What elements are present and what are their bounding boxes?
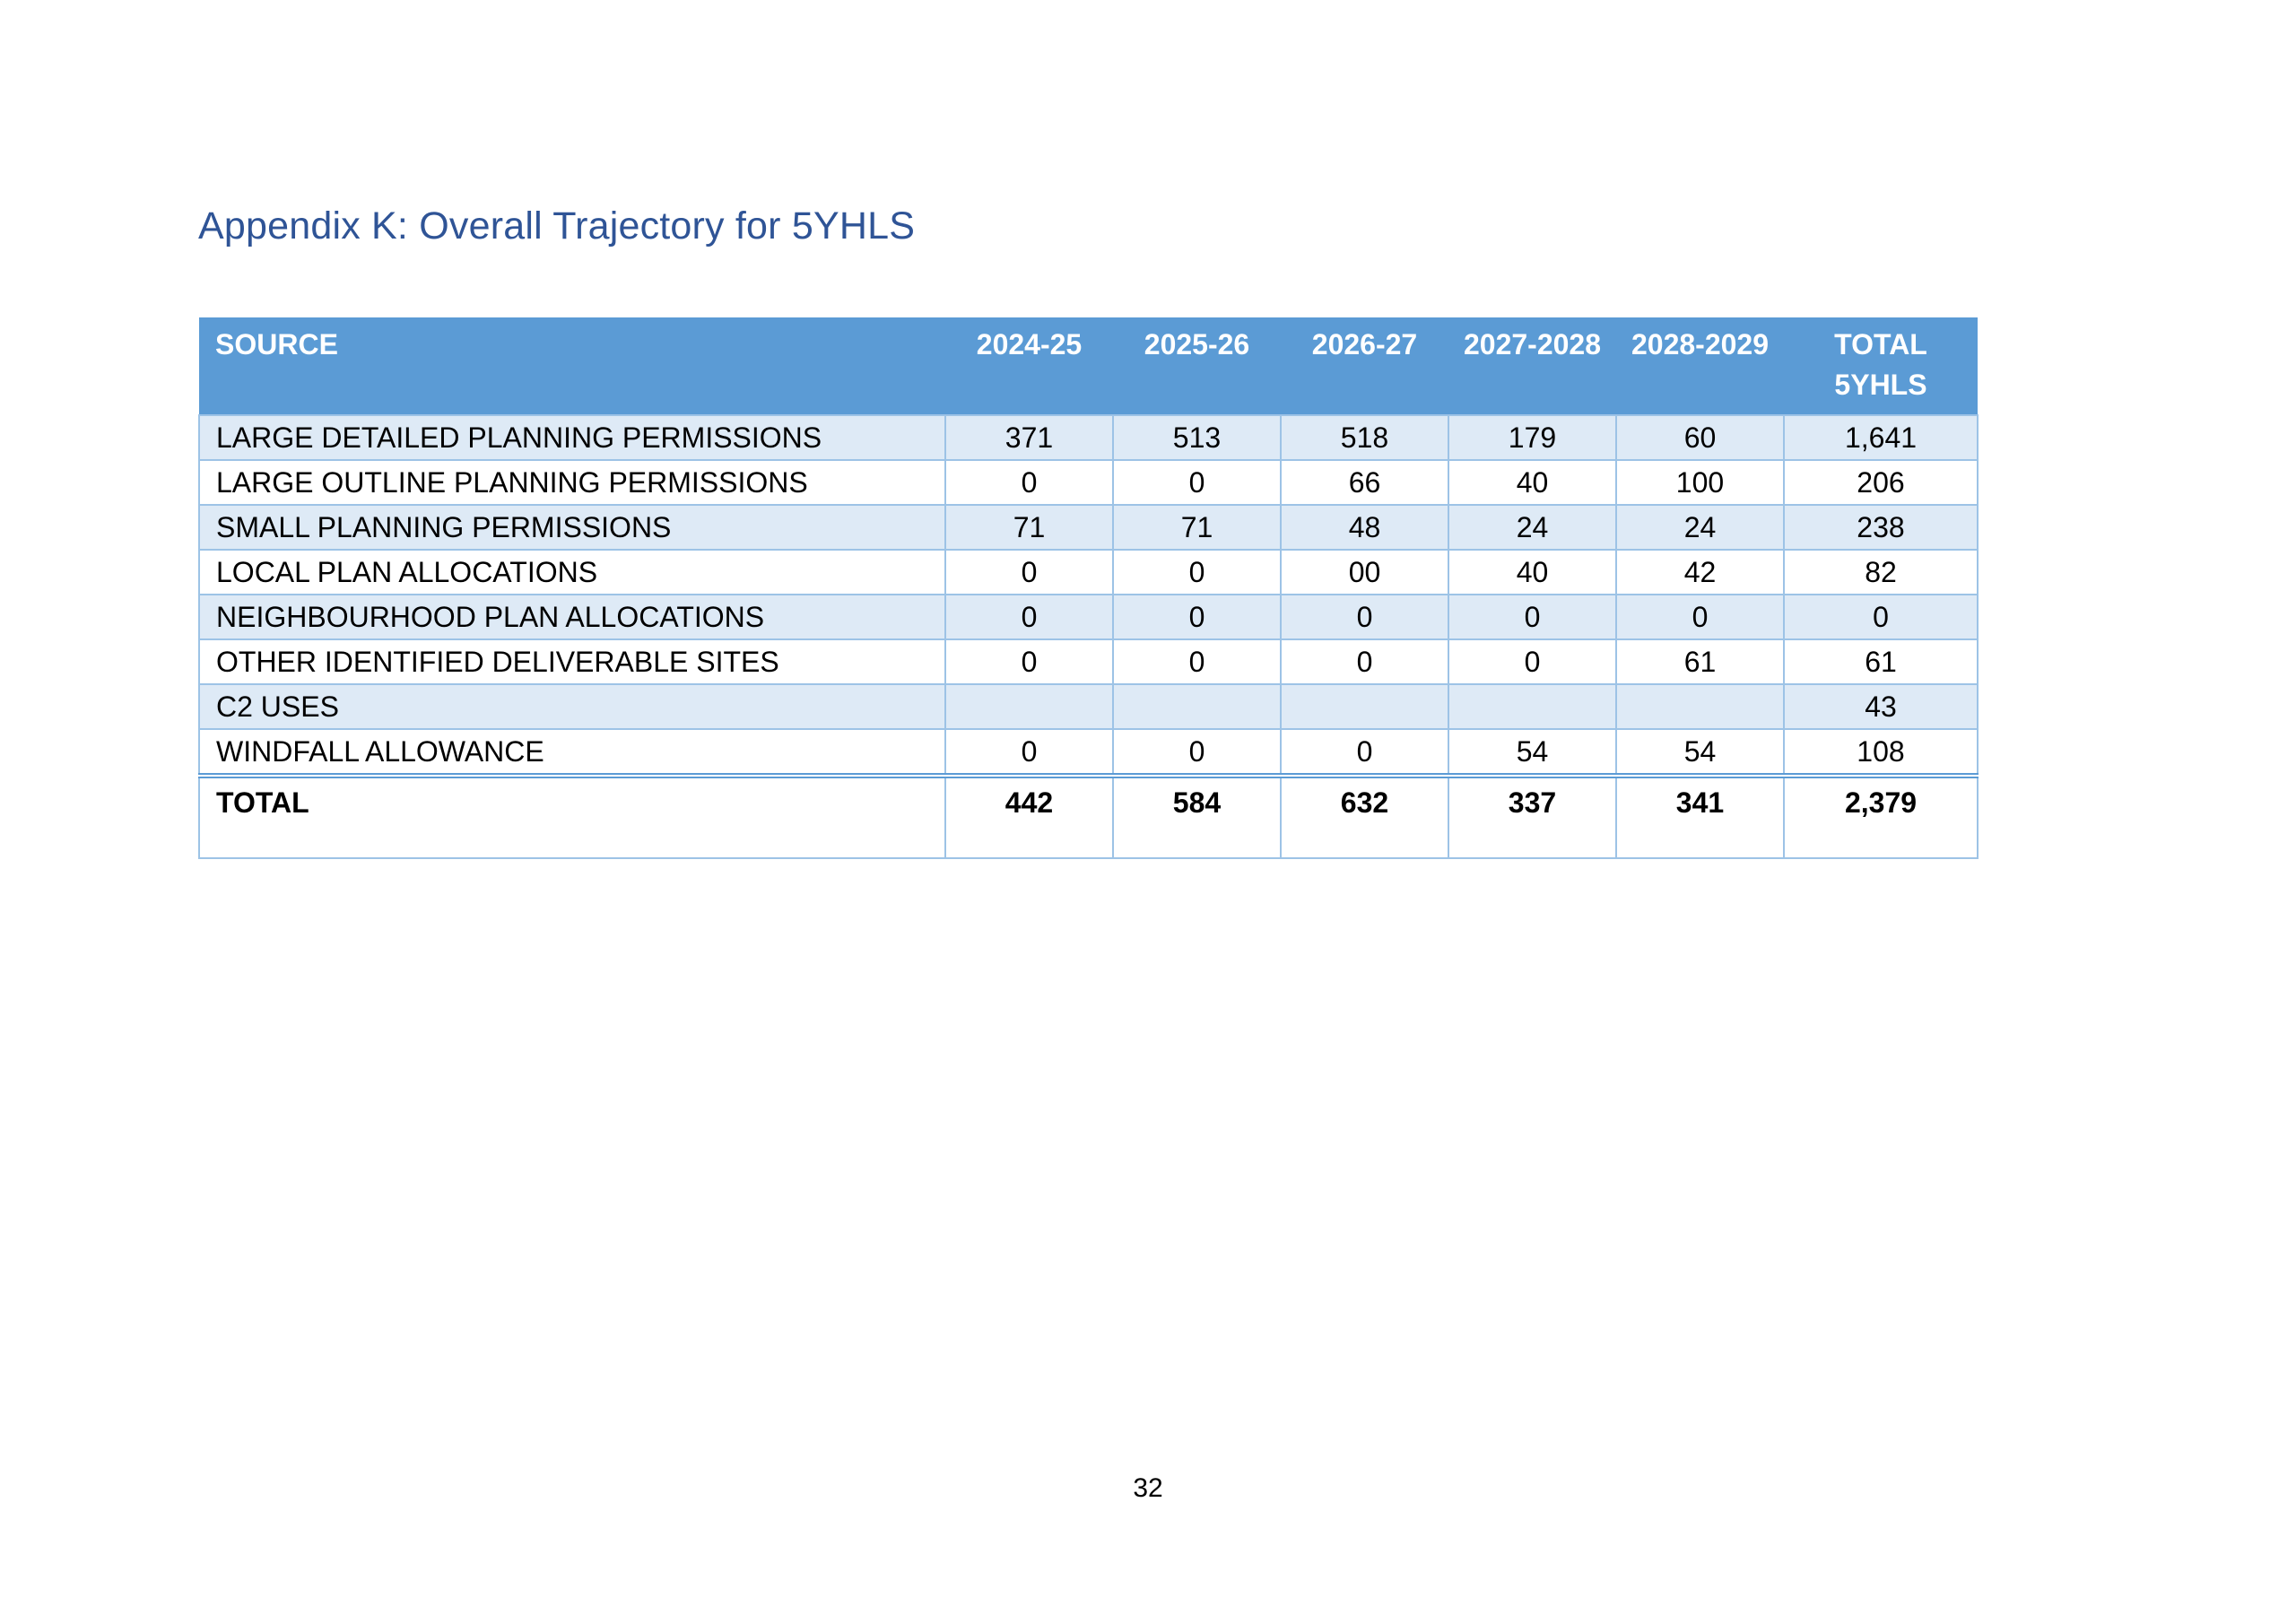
row-source: LARGE DETAILED PLANNING PERMISSIONS bbox=[198, 414, 946, 461]
cell-2025-26: 0 bbox=[1112, 549, 1282, 595]
cell-total: 61 bbox=[1783, 638, 1979, 685]
cell-2028-2029: 24 bbox=[1615, 504, 1785, 551]
table-row: C2 USES 43 bbox=[198, 683, 1979, 730]
table-row: WINDFALL ALLOWANCE 0 0 0 54 54 108 bbox=[198, 728, 1979, 777]
cell-2028-2029: 54 bbox=[1615, 728, 1785, 777]
row-source: SMALL PLANNING PERMISSIONS bbox=[198, 504, 946, 551]
cell-2027-2028: 40 bbox=[1448, 549, 1617, 595]
cell-2027-2028: 54 bbox=[1448, 728, 1617, 777]
cell-2027-2028: 24 bbox=[1448, 504, 1617, 551]
cell-2024-25: 371 bbox=[944, 414, 1114, 461]
cell-total: 108 bbox=[1783, 728, 1979, 777]
cell-2028-2029: 60 bbox=[1615, 414, 1785, 461]
row-source: WINDFALL ALLOWANCE bbox=[198, 728, 946, 777]
trajectory-table: SOURCE 2024-25 2025-26 2026-27 2027-2028… bbox=[198, 317, 1979, 859]
cell-2028-2029: 100 bbox=[1615, 459, 1785, 506]
cell-2028-2029 bbox=[1615, 683, 1785, 730]
cell-2024-25 bbox=[944, 683, 1114, 730]
cell-2026-27: 66 bbox=[1280, 459, 1449, 506]
row-source: C2 USES bbox=[198, 683, 946, 730]
header-2028-2029: 2028-2029 bbox=[1616, 317, 1784, 415]
cell-2025-26: 71 bbox=[1112, 504, 1282, 551]
table-row: OTHER IDENTIFIED DELIVERABLE SITES 0 0 0… bbox=[198, 638, 1979, 685]
cell-2025-26 bbox=[1112, 683, 1282, 730]
cell-2025-26: 0 bbox=[1112, 594, 1282, 640]
cell-2027-2028: 0 bbox=[1448, 594, 1617, 640]
table-row: LARGE OUTLINE PLANNING PERMISSIONS 0 0 6… bbox=[198, 459, 1979, 506]
page-number: 32 bbox=[1133, 1473, 1163, 1503]
totals-row: TOTAL 442 584 632 337 341 2,379 bbox=[198, 773, 1979, 859]
row-source: LARGE OUTLINE PLANNING PERMISSIONS bbox=[198, 459, 946, 506]
total-5yhls: 2,379 bbox=[1783, 773, 1979, 859]
total-2028-2029: 341 bbox=[1615, 773, 1785, 859]
table-row: NEIGHBOURHOOD PLAN ALLOCATIONS 0 0 0 0 0… bbox=[198, 594, 1979, 640]
cell-2027-2028 bbox=[1448, 683, 1617, 730]
header-2024-25: 2024-25 bbox=[945, 317, 1113, 415]
totals-label: TOTAL bbox=[198, 773, 946, 859]
cell-total: 43 bbox=[1783, 683, 1979, 730]
cell-2028-2029: 42 bbox=[1615, 549, 1785, 595]
cell-2027-2028: 40 bbox=[1448, 459, 1617, 506]
header-2027-2028: 2027-2028 bbox=[1448, 317, 1616, 415]
cell-total: 0 bbox=[1783, 594, 1979, 640]
cell-2024-25: 0 bbox=[944, 549, 1114, 595]
table-row: SMALL PLANNING PERMISSIONS 71 71 48 24 2… bbox=[198, 504, 1979, 551]
cell-2027-2028: 0 bbox=[1448, 638, 1617, 685]
header-source: SOURCE bbox=[199, 317, 945, 415]
row-source: OTHER IDENTIFIED DELIVERABLE SITES bbox=[198, 638, 946, 685]
table-row: LARGE DETAILED PLANNING PERMISSIONS 371 … bbox=[198, 414, 1979, 461]
cell-total: 238 bbox=[1783, 504, 1979, 551]
row-source: LOCAL PLAN ALLOCATIONS bbox=[198, 549, 946, 595]
cell-2026-27: 00 bbox=[1280, 549, 1449, 595]
table-row: LOCAL PLAN ALLOCATIONS 0 0 00 40 42 82 bbox=[198, 549, 1979, 595]
cell-2024-25: 0 bbox=[944, 728, 1114, 777]
row-source: NEIGHBOURHOOD PLAN ALLOCATIONS bbox=[198, 594, 946, 640]
cell-2024-25: 0 bbox=[944, 594, 1114, 640]
total-2026-27: 632 bbox=[1280, 773, 1449, 859]
header-total-5yhls: TOTAL 5YHLS bbox=[1784, 317, 1978, 415]
total-2024-25: 442 bbox=[944, 773, 1114, 859]
cell-2028-2029: 0 bbox=[1615, 594, 1785, 640]
cell-total: 1,641 bbox=[1783, 414, 1979, 461]
cell-total: 206 bbox=[1783, 459, 1979, 506]
cell-2026-27: 48 bbox=[1280, 504, 1449, 551]
cell-2024-25: 71 bbox=[944, 504, 1114, 551]
cell-2026-27: 0 bbox=[1280, 728, 1449, 777]
cell-2026-27 bbox=[1280, 683, 1449, 730]
header-2025-26: 2025-26 bbox=[1113, 317, 1281, 415]
cell-2025-26: 0 bbox=[1112, 638, 1282, 685]
total-2025-26: 584 bbox=[1112, 773, 1282, 859]
cell-2025-26: 0 bbox=[1112, 459, 1282, 506]
cell-2026-27: 518 bbox=[1280, 414, 1449, 461]
cell-2027-2028: 179 bbox=[1448, 414, 1617, 461]
cell-2026-27: 0 bbox=[1280, 594, 1449, 640]
total-2027-2028: 337 bbox=[1448, 773, 1617, 859]
cell-2028-2029: 61 bbox=[1615, 638, 1785, 685]
cell-2024-25: 0 bbox=[944, 459, 1114, 506]
header-row: SOURCE 2024-25 2025-26 2026-27 2027-2028… bbox=[199, 317, 1978, 415]
cell-total: 82 bbox=[1783, 549, 1979, 595]
cell-2025-26: 0 bbox=[1112, 728, 1282, 777]
header-2026-27: 2026-27 bbox=[1281, 317, 1448, 415]
page-title: Appendix K: Overall Trajectory for 5YHLS bbox=[198, 204, 916, 248]
cell-2026-27: 0 bbox=[1280, 638, 1449, 685]
cell-2025-26: 513 bbox=[1112, 414, 1282, 461]
cell-2024-25: 0 bbox=[944, 638, 1114, 685]
